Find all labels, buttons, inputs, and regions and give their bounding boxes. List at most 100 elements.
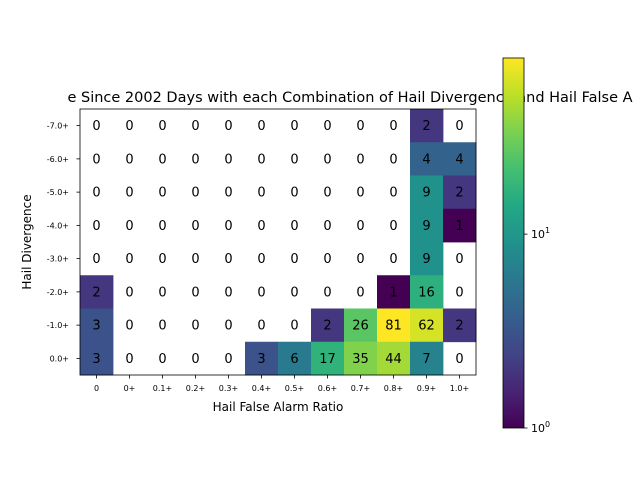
x-tick-label: 0.1+ [153,384,172,393]
x-tick-label: 0.4+ [252,384,271,393]
cell-value-label: 0 [92,252,100,267]
cell-value-label: 0 [125,252,133,267]
cell-value-label: 7 [422,352,430,367]
cell-value-label: 0 [455,285,463,300]
x-tick-label: 0.8+ [384,384,403,393]
cell-value-label: 0 [191,285,199,300]
cell-value-label: 2 [422,119,430,134]
cell-value-label: 0 [356,219,364,234]
cell-value-label: 0 [257,319,265,334]
heatmap-cell [377,341,411,376]
heatmap-cell [410,275,444,309]
colorbar [502,57,525,429]
heatmap-cell [245,341,279,376]
colorbar-ticks: 100 101 [524,226,550,435]
x-tick-label: 0.3+ [219,384,238,393]
cell-value-label: 0 [389,119,397,134]
cell-value-label: 0 [158,219,166,234]
cell-value-label: 16 [418,285,435,300]
cell-value-label: 0 [323,285,331,300]
colorbar-tick-label: 100 [531,420,550,435]
cell-value-label: 0 [257,119,265,134]
cell-value-label: 0 [191,186,199,201]
cell-value-label: 0 [158,352,166,367]
cell-value-label: 0 [290,119,298,134]
y-tick-label: -3.0+ [47,255,69,264]
heatmap-cell [80,275,114,309]
cell-value-label: 2 [455,319,463,334]
cell-value-label: 0 [290,152,298,167]
heatmap-cell [443,175,477,210]
cell-value-label: 0 [224,219,232,234]
cell-value-label: 0 [323,219,331,234]
heatmap-cell [344,308,378,343]
y-tick-label: -7.0+ [47,122,69,131]
cell-value-label: 6 [290,352,298,367]
cell-value-label: 0 [158,186,166,201]
heatmap-cell [311,341,345,376]
cell-value-label: 1 [389,285,397,300]
heatmap-cell [410,208,444,243]
heatmap-cell [443,308,477,343]
cell-value-label: 0 [158,119,166,134]
cell-value-label: 0 [290,219,298,234]
cell-value-label: 0 [455,252,463,267]
cell-value-label: 0 [356,152,364,167]
x-tick-label: 1.0+ [450,384,469,393]
heatmap-cell [377,275,411,309]
cell-value-label: 0 [224,252,232,267]
cell-value-label: 0 [224,186,232,201]
cell-value-label: 0 [257,186,265,201]
cell-value-label: 0 [158,252,166,267]
x-tick-label: 0.2+ [186,384,205,393]
y-axis-label: Hail Divergence [20,194,34,289]
cell-value-label: 0 [257,152,265,167]
heatmap-cell [377,308,411,343]
x-tick-label: 0.6+ [318,384,337,393]
cell-value-label: 0 [92,152,100,167]
cell-value-label: 0 [323,252,331,267]
cell-value-label: 9 [422,186,430,201]
heatmap-cell [80,341,114,376]
cell-value-label: 0 [92,119,100,134]
y-tick-label: -4.0+ [47,221,69,230]
cell-value-label: 0 [125,119,133,134]
y-tick-label: -5.0+ [47,188,69,197]
cell-value-label: 0 [455,119,463,134]
cell-value-label: 0 [356,186,364,201]
cell-value-label: 4 [422,152,430,167]
cell-value-label: 0 [224,319,232,334]
cell-value-label: 35 [352,352,369,367]
heatmap-cell [410,308,444,343]
cell-value-label: 0 [290,285,298,300]
cell-value-label: 9 [422,252,430,267]
x-tick-label: 0+ [124,384,136,393]
heatmap-cell [344,341,378,376]
cell-value-label: 9 [422,219,430,234]
cell-value-label: 0 [323,119,331,134]
y-tick-label: -6.0+ [47,155,69,164]
cell-value-label: 0 [224,152,232,167]
cell-value-label: 0 [389,252,397,267]
cell-value-label: 0 [125,352,133,367]
cell-value-label: 0 [92,186,100,201]
x-axis-label: Hail False Alarm Ratio [213,400,344,414]
cell-value-label: 0 [257,252,265,267]
cell-value-label: 0 [389,219,397,234]
y-tick-label: -1.0+ [47,321,69,330]
heatmap-cell [80,308,114,343]
cell-value-label: 0 [191,152,199,167]
cell-value-label: 0 [92,219,100,234]
cell-value-label: 0 [290,186,298,201]
cell-value-label: 0 [191,352,199,367]
cell-value-label: 0 [257,219,265,234]
cell-value-label: 26 [352,319,369,334]
cell-value-label: 0 [224,285,232,300]
chart-title: e Since 2002 Days with each Combination … [67,90,632,106]
plot-frame [79,108,477,376]
cell-value-label: 0 [323,152,331,167]
cell-value-label: 0 [125,319,133,334]
colorbar-tick-label: 101 [531,226,550,241]
cell-value-label: 0 [125,152,133,167]
